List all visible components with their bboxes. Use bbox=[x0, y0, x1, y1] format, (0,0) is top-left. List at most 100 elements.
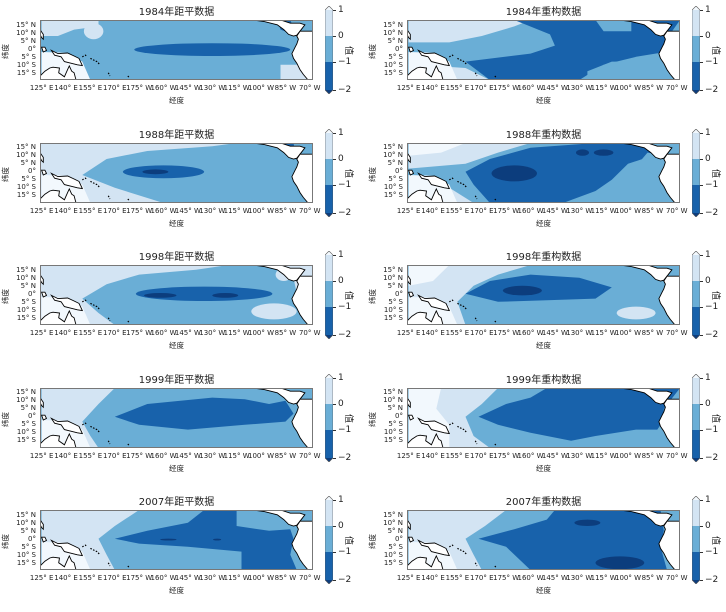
colorbar-segment bbox=[325, 457, 333, 462]
contour-map bbox=[407, 387, 680, 448]
colorbar-tick-label: 1 bbox=[338, 127, 344, 138]
x-tick-label: 160° W bbox=[517, 206, 544, 215]
coastline bbox=[619, 20, 673, 37]
contour-region bbox=[135, 286, 273, 301]
island bbox=[449, 299, 455, 303]
coastline bbox=[407, 309, 445, 325]
contour-map bbox=[407, 510, 680, 570]
island bbox=[474, 317, 478, 322]
y-tick-label: 10° N bbox=[383, 151, 403, 160]
y-tick-label: 5° N bbox=[387, 526, 403, 535]
colorbar-label: 值 bbox=[710, 535, 721, 546]
coastline bbox=[40, 169, 48, 176]
x-tick-label: 100° W bbox=[614, 574, 642, 582]
y-tick-label: 15° S bbox=[16, 558, 36, 567]
x-tick-label: 175° W bbox=[126, 206, 153, 215]
x-axis-label: 经度 bbox=[169, 586, 184, 595]
colorbar-tick-label: 1 bbox=[705, 5, 711, 15]
y-tick-label: 10° N bbox=[16, 518, 36, 527]
y-tick-label: 15° S bbox=[383, 436, 403, 445]
y-tick-label: 5° S bbox=[388, 542, 403, 551]
colorbar-tick bbox=[333, 457, 336, 459]
contour-map bbox=[40, 387, 313, 448]
y-tick-label: 5° N bbox=[387, 159, 403, 168]
x-tick-label: 125° E bbox=[29, 574, 54, 582]
colorbar-segment bbox=[692, 526, 700, 552]
colorbar-label: 值 bbox=[710, 290, 721, 301]
x-tick-label: 125° E bbox=[29, 84, 54, 92]
x-tick-label: 140° E bbox=[421, 206, 445, 215]
x-tick-label: 170° E bbox=[469, 84, 494, 92]
y-tick-label: 15° S bbox=[383, 68, 403, 77]
x-tick-label: 175° W bbox=[493, 574, 520, 582]
y-tick-label: 15° N bbox=[383, 143, 403, 152]
colorbar-tick bbox=[333, 335, 336, 336]
x-axis-label: 经度 bbox=[169, 463, 184, 473]
island bbox=[82, 421, 88, 425]
x-tick-label: 85° W bbox=[641, 329, 664, 337]
x-tick-label: 155° E bbox=[78, 329, 103, 337]
x-tick-label: 145° W bbox=[541, 574, 568, 582]
x-tick-label: 125° E bbox=[396, 574, 421, 582]
y-axis-label: 纬度 bbox=[368, 534, 377, 549]
y-axis-label: 纬度 bbox=[368, 166, 377, 182]
island bbox=[107, 317, 111, 322]
colorbar-segment bbox=[692, 132, 700, 159]
map-frame bbox=[40, 510, 313, 570]
contour-region bbox=[251, 303, 297, 320]
colorbar-tick bbox=[333, 90, 336, 91]
y-axis-label: 纬度 bbox=[368, 411, 377, 427]
y-tick-label: 15° S bbox=[16, 68, 36, 77]
colorbar-tick bbox=[700, 580, 703, 581]
x-tick-label: 175° W bbox=[126, 329, 153, 337]
x-tick-label: 130° W bbox=[199, 329, 226, 337]
map-panel: 2007年重构数据 15° N 10° N 5° N 0° 5° S 10° S 15° S 1… bbox=[367, 490, 726, 612]
x-tick-label: 125° E bbox=[396, 451, 421, 460]
y-tick-label: 10° S bbox=[16, 305, 36, 314]
colorbar-tick bbox=[700, 335, 703, 336]
x-tick-label: 70° W bbox=[298, 329, 321, 337]
colorbar-tick-label: −1 bbox=[705, 424, 719, 435]
contour-region bbox=[465, 142, 653, 203]
x-tick-label: 70° W bbox=[298, 451, 321, 460]
x-tick-label: 125° E bbox=[396, 206, 421, 215]
colorbar-tick bbox=[700, 552, 703, 553]
contour-map bbox=[40, 20, 313, 80]
island bbox=[90, 425, 101, 433]
x-tick-label: 160° W bbox=[517, 574, 544, 582]
x-tick-label: 115° W bbox=[223, 574, 250, 582]
colorbar-tick-label: −1 bbox=[338, 302, 352, 312]
x-tick-label: 125° E bbox=[29, 206, 54, 215]
map-frame bbox=[407, 387, 680, 448]
contour-region bbox=[593, 148, 614, 156]
x-tick-label: 115° W bbox=[223, 329, 250, 337]
x-tick-label: 70° W bbox=[298, 574, 321, 582]
coastline bbox=[252, 510, 306, 527]
x-tick-label: 130° W bbox=[199, 84, 226, 92]
y-axis-label: 纬度 bbox=[368, 289, 377, 304]
y-tick-label: 10° N bbox=[383, 396, 403, 405]
x-tick-label: 115° W bbox=[223, 84, 250, 92]
colorbar-segment bbox=[692, 158, 700, 185]
colorbar-tick bbox=[333, 552, 336, 553]
x-tick-label: 130° W bbox=[566, 84, 593, 92]
x-tick-label: 85° W bbox=[274, 206, 297, 215]
contour-region bbox=[576, 148, 589, 156]
y-tick-label: 5° N bbox=[387, 404, 403, 413]
colorbar-tick bbox=[700, 457, 703, 459]
island bbox=[449, 421, 455, 425]
map-panel: 1988年距平数据 15° N 10° N 5° N 0° 5° S 10° S 15° S 1… bbox=[0, 123, 360, 245]
colorbar-segment bbox=[325, 255, 333, 281]
colorbar-tick bbox=[700, 403, 703, 405]
colorbar-segment bbox=[325, 377, 333, 404]
x-tick-label: 175° W bbox=[493, 451, 520, 460]
x-tick-label: 130° W bbox=[566, 574, 593, 582]
colorbar-segment bbox=[692, 128, 700, 133]
colorbar-tick bbox=[700, 10, 703, 11]
coastline bbox=[50, 49, 84, 67]
contour-region bbox=[408, 387, 450, 448]
colorbar-tick bbox=[333, 158, 336, 160]
colorbar bbox=[325, 6, 333, 94]
x-tick-label: 140° E bbox=[421, 84, 445, 92]
colorbar bbox=[692, 251, 700, 339]
